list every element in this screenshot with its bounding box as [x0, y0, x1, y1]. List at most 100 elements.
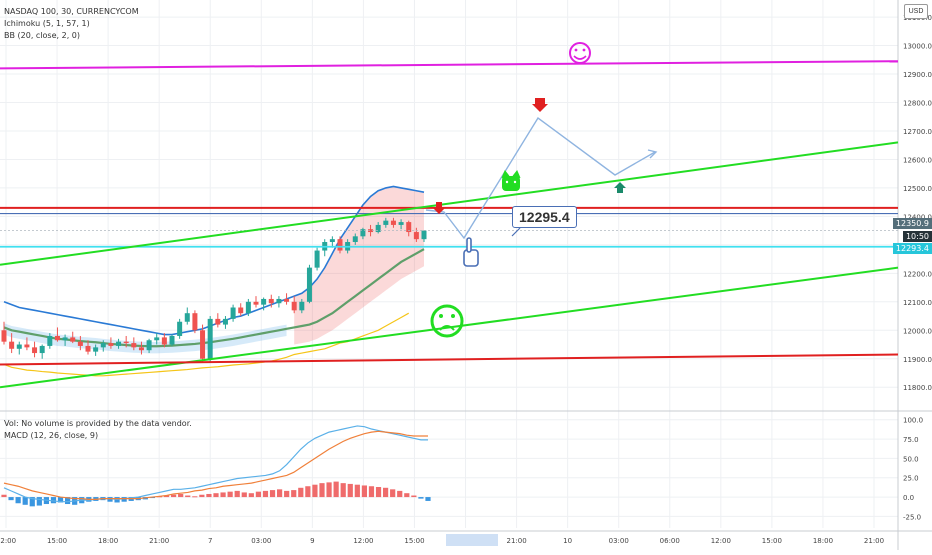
candle-body — [146, 340, 152, 351]
trendline-green — [0, 141, 899, 266]
y-tick-label: 12400.0 — [903, 213, 932, 221]
smiley-eye — [582, 48, 586, 52]
bb-legend: BB (20, close, 2, 0) — [4, 31, 80, 40]
y-tick-label: 12000.0 — [903, 327, 932, 335]
macd-histogram-bar — [171, 494, 177, 498]
currency-badge[interactable]: USD — [904, 4, 928, 19]
candle-body — [47, 335, 53, 346]
x-tick-label: 9 — [310, 537, 314, 545]
candle-body — [161, 337, 167, 345]
y-tick-label: 11900.0 — [903, 356, 932, 364]
macd-y-tick-label: -25.0 — [903, 513, 921, 521]
candle-body — [306, 267, 312, 302]
sad-face-eye — [439, 314, 443, 318]
candle-body — [184, 313, 190, 322]
candle-body — [421, 230, 427, 240]
cat-eye — [513, 180, 517, 184]
macd-histogram-bar — [121, 497, 127, 502]
candle-body — [108, 343, 114, 346]
candle-body — [253, 301, 259, 305]
macd-line — [3, 425, 428, 503]
x-tick-label: 06:00 — [660, 537, 680, 545]
macd-histogram-bar — [404, 493, 410, 498]
candle-body — [215, 318, 221, 325]
candle-body — [154, 337, 160, 341]
macd-histogram-bar — [199, 494, 205, 498]
y-tick-label: 12800.0 — [903, 100, 932, 108]
candle-body — [116, 341, 122, 346]
macd-histogram-bar — [383, 487, 389, 498]
y-tick-label: 12200.0 — [903, 270, 932, 278]
macd-histogram-bar — [354, 484, 360, 498]
macd-histogram-bar — [107, 497, 113, 502]
x-tick-label: 12:00 — [0, 537, 16, 545]
macd-y-tick-label: 25.0 — [903, 475, 919, 483]
x-tick-label: 03:00 — [609, 537, 629, 545]
candle-body — [16, 344, 22, 349]
x-tick-label: 15:00 — [47, 537, 67, 545]
candle-body — [39, 345, 45, 354]
macd-y-tick-label: 0.0 — [903, 494, 914, 502]
price-callout[interactable]: 12295.4 — [512, 206, 577, 228]
y-tick-label: 12700.0 — [903, 128, 932, 136]
candle-body — [1, 330, 7, 342]
macd-histogram-bar — [50, 497, 57, 504]
bb-upper-line — [3, 185, 425, 336]
candle-body — [207, 318, 213, 359]
candle-body — [100, 343, 106, 348]
macd-histogram-bar — [361, 485, 367, 498]
y-tick-label: 12100.0 — [903, 299, 932, 307]
cat-face — [502, 176, 520, 191]
x-tick-label: 15:00 — [404, 537, 424, 545]
macd-histogram-bar — [234, 490, 240, 498]
x-tick-label: 21:00 — [506, 537, 526, 545]
macd-histogram-bar — [418, 497, 424, 499]
macd-histogram-bar — [29, 497, 35, 507]
bb-lower-line — [3, 312, 410, 377]
cat-ears — [501, 170, 521, 179]
macd-histogram-bar — [248, 493, 254, 498]
macd-histogram-bar — [15, 497, 21, 504]
macd-histogram-bar — [390, 489, 396, 498]
smiley-icon — [569, 42, 591, 64]
candle-body — [24, 344, 30, 348]
sad-face-outline — [430, 304, 464, 338]
macd-histogram-bar — [255, 491, 261, 498]
macd-histogram-bar — [326, 482, 332, 498]
pointing-hand-icon — [463, 237, 479, 267]
y-tick-label: 11800.0 — [903, 384, 932, 392]
smiley-eye — [574, 48, 578, 52]
candle-body — [368, 229, 374, 233]
macd-histogram-bar — [319, 483, 325, 498]
macd-histogram-bar — [347, 483, 353, 498]
macd-histogram-bar — [57, 497, 64, 503]
candle-body — [238, 307, 244, 314]
candle-body — [192, 313, 198, 331]
macd-histogram-bar — [220, 492, 226, 498]
macd-histogram-bar — [305, 486, 311, 498]
candle-body — [222, 318, 228, 325]
macd-histogram-bar — [213, 493, 219, 498]
x-tick-label: 15:00 — [762, 537, 782, 545]
symbol-legend: NASDAQ 100, 30, CURRENCYCOM — [4, 7, 139, 16]
vol-legend: Vol: No volume is provided by the data v… — [4, 419, 192, 428]
candle-body — [352, 236, 358, 243]
candle-body — [284, 298, 290, 302]
macd-histogram-bar — [163, 495, 170, 498]
x-tick-label: 7 — [208, 537, 212, 545]
countdown-tag: 10:50 — [902, 231, 932, 242]
hand-palm — [463, 249, 479, 267]
candle-body — [375, 224, 381, 233]
macd-histogram-bar — [178, 493, 184, 498]
macd-histogram-bar — [65, 497, 71, 505]
y-tick-label: 12600.0 — [903, 156, 932, 164]
candle-body — [9, 341, 15, 349]
sad-face-icon — [430, 304, 464, 338]
trendline-red — [0, 353, 899, 366]
x-tick-label: 10 — [563, 537, 572, 545]
macd-histogram-bar — [291, 490, 297, 498]
trendline-magenta — [0, 60, 899, 70]
macd-histogram-bar — [411, 495, 417, 498]
